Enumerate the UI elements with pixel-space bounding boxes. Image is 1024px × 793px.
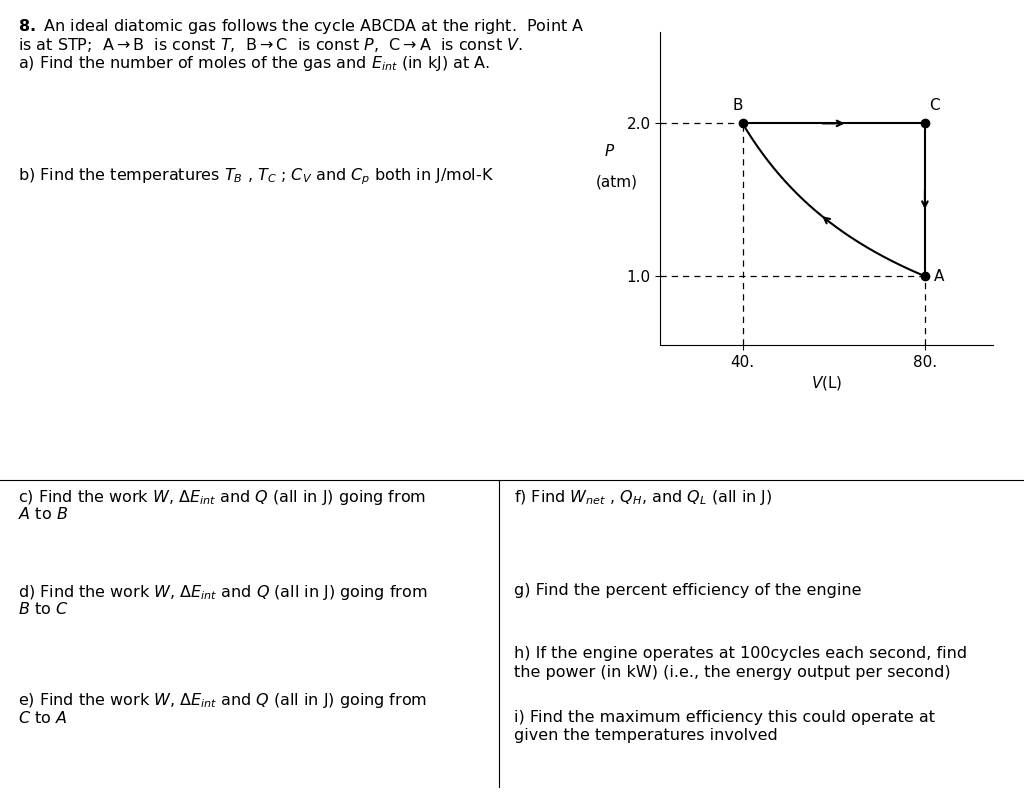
Text: given the temperatures involved: given the temperatures involved	[514, 728, 778, 743]
Text: $C$ to $A$: $C$ to $A$	[18, 710, 68, 726]
Text: A: A	[934, 269, 944, 284]
Text: B: B	[733, 98, 743, 113]
Text: f) Find $W_{net}$ , $Q_H$, and $Q_L$ (all in J): f) Find $W_{net}$ , $Q_H$, and $Q_L$ (al…	[514, 488, 772, 507]
X-axis label: $V$(L): $V$(L)	[811, 374, 843, 392]
Text: (atm): (atm)	[596, 174, 638, 190]
Text: C: C	[930, 98, 940, 113]
Text: $P$: $P$	[604, 143, 615, 159]
Text: i) Find the maximum efficiency this could operate at: i) Find the maximum efficiency this coul…	[514, 710, 935, 725]
Text: $A$ to $B$: $A$ to $B$	[18, 506, 69, 522]
Text: $B$ to $C$: $B$ to $C$	[18, 601, 69, 617]
Text: $\mathbf{8.}$ An ideal diatomic gas follows the cycle ABCDA at the right.  Point: $\mathbf{8.}$ An ideal diatomic gas foll…	[18, 17, 585, 36]
Text: g) Find the percent efficiency of the engine: g) Find the percent efficiency of the en…	[514, 583, 861, 598]
Text: e) Find the work $W$, $\Delta E_{int}$ and $Q$ (all in J) going from: e) Find the work $W$, $\Delta E_{int}$ a…	[18, 691, 428, 711]
Text: c) Find the work $W$, $\Delta E_{int}$ and $Q$ (all in J) going from: c) Find the work $W$, $\Delta E_{int}$ a…	[18, 488, 427, 507]
Text: the power (in kW) (i.e., the energy output per second): the power (in kW) (i.e., the energy outp…	[514, 665, 950, 680]
Text: h) If the engine operates at 100cycles each second, find: h) If the engine operates at 100cycles e…	[514, 646, 968, 661]
Text: d) Find the work $W$, $\Delta E_{int}$ and $Q$ (all in J) going from: d) Find the work $W$, $\Delta E_{int}$ a…	[18, 583, 428, 602]
Text: a) Find the number of moles of the gas and $E_{int}$ (in kJ) at A.: a) Find the number of moles of the gas a…	[18, 54, 490, 73]
Text: is at STP;  A$\rightarrow$B  is const $T$,  B$\rightarrow$C  is const $P$,  C$\r: is at STP; A$\rightarrow$B is const $T$,…	[18, 36, 523, 54]
Text: b) Find the temperatures $T_B$ , $T_C$ ; $C_V$ and $C_p$ both in J/mol-K: b) Find the temperatures $T_B$ , $T_C$ ;…	[18, 167, 495, 187]
